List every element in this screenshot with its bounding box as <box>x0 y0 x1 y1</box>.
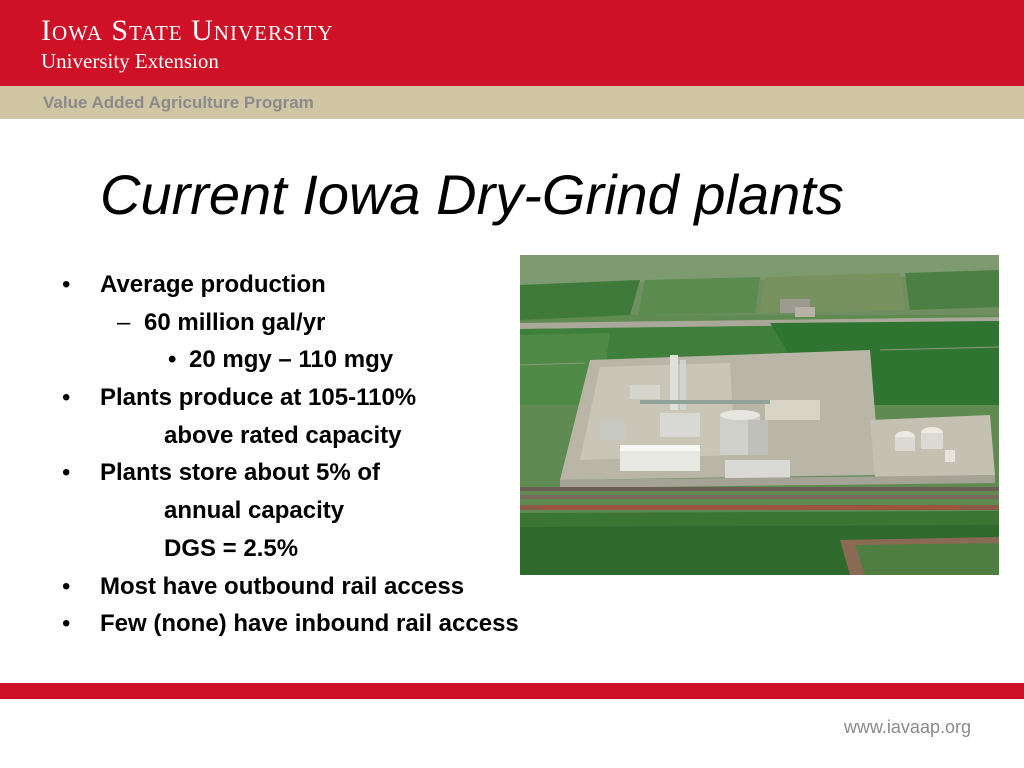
bullet-marker: • <box>62 610 71 638</box>
bullet-continuation: DGS = 2.5% <box>0 530 640 568</box>
university-name: Iowa State University <box>41 14 334 47</box>
bullet-item: • Most have outbound rail access <box>0 568 640 606</box>
bullet-text: annual capacity <box>164 497 345 525</box>
footer-url[interactable]: www.iavaap.org <box>843 717 971 737</box>
extension-name: University Extension <box>41 49 219 73</box>
header-band <box>0 0 1024 86</box>
bullet-list: • Average production – 60 million gal/yr… <box>0 266 640 643</box>
bullet-marker: • <box>168 346 177 374</box>
bullet-marker: • <box>62 572 71 600</box>
bullet-item: • 20 mgy – 110 mgy <box>0 341 640 379</box>
plant-aerial-photo <box>520 255 999 575</box>
bullet-item: • Average production <box>0 266 640 304</box>
bullet-continuation: annual capacity <box>0 492 640 530</box>
bullet-text: Plants store about 5% of <box>100 459 381 487</box>
bullet-text: 60 million gal/yr <box>144 308 326 336</box>
bullet-text: Most have outbound rail access <box>100 572 465 600</box>
bullet-text: Plants produce at 105-110% <box>100 384 417 412</box>
slide-title: Current Iowa Dry-Grind plants <box>100 163 844 226</box>
bullet-continuation: above rated capacity <box>0 417 640 455</box>
bullet-text: above rated capacity <box>164 421 402 449</box>
program-band <box>0 86 1024 119</box>
bullet-marker: – <box>117 308 131 336</box>
bullet-marker: • <box>62 459 71 487</box>
bullet-text: Few (none) have inbound rail access <box>100 610 519 638</box>
bullet-text: DGS = 2.5% <box>164 534 299 562</box>
bullet-text: Average production <box>100 271 326 298</box>
bullet-item: • Few (none) have inbound rail access <box>0 605 640 643</box>
bullet-item: • Plants store about 5% of <box>0 454 640 492</box>
bullet-marker: • <box>62 384 71 412</box>
bullet-item: • Plants produce at 105-110% <box>0 379 640 417</box>
bullet-item: – 60 million gal/yr <box>0 304 640 342</box>
footer-bar <box>0 683 1024 699</box>
bullet-text: 20 mgy – 110 mgy <box>189 346 394 374</box>
program-name: Value Added Agriculture Program <box>43 93 314 112</box>
bullet-marker: • <box>62 271 71 298</box>
